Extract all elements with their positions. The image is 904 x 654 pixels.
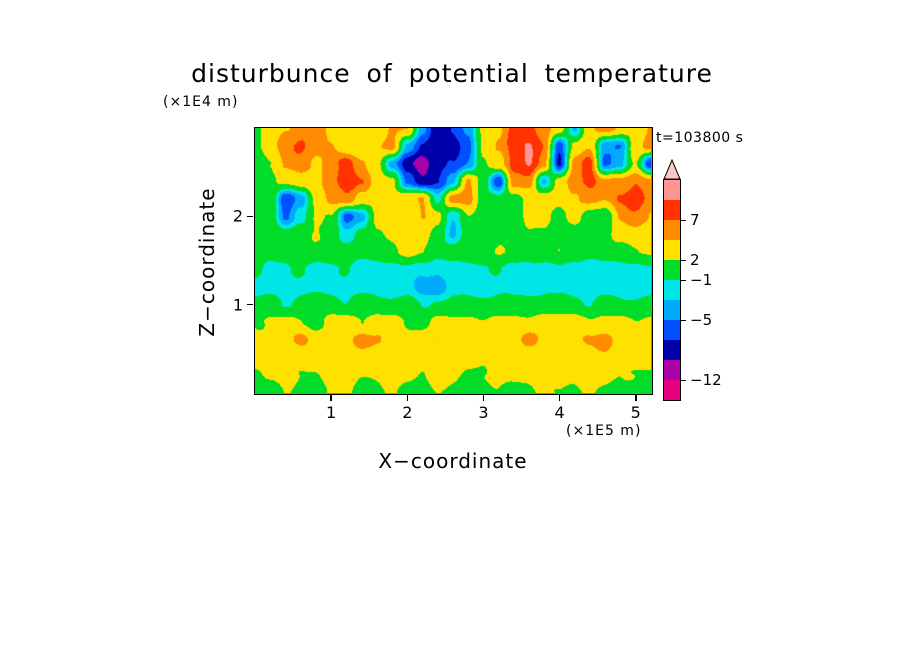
colorbar-segment [664,360,680,380]
colorbar-arrow-icon [663,158,681,180]
x-axis-tick [558,395,561,401]
x-axis-tick-label: 3 [478,403,489,422]
x-axis-tick [330,395,332,401]
x-axis-tick-label: 2 [402,403,413,422]
colorbar-segment [664,180,680,200]
x-axis-unit-label: (×1E5 m) [566,423,642,439]
y-axis-tick [247,215,253,218]
y-axis-tick-label: 1 [232,295,243,315]
x-axis-tick-label: 1 [326,403,337,422]
x-axis-tick-label: 5 [630,403,641,422]
y-axis-title: Z−coordinate [195,187,219,337]
x-axis-tick [406,395,409,401]
x-axis-tick [635,395,637,401]
colorbar-segment [664,340,680,360]
colorbar-label: −1 [690,271,713,289]
colorbar-segment [664,240,680,260]
y-axis-tick-label: 2 [232,206,243,226]
colorbar-label: −12 [690,371,722,389]
colorbar-label: 7 [690,211,700,229]
colorbar-label: −5 [690,311,713,329]
colorbar-tick [681,319,686,321]
time-stamp-label: t=103800 s [656,130,744,146]
colorbar-label: 2 [690,251,700,269]
plot-area [253,126,653,395]
contour-canvas [254,127,651,393]
colorbar-segment [664,200,680,220]
colorbar-segment [664,220,680,240]
x-axis-tick [482,395,485,401]
colorbar-segment [664,380,680,400]
colorbar-tick [681,379,686,381]
x-axis-title: X−coordinate [378,449,528,473]
chart-title: disturbunce of potential temperature [191,59,713,88]
y-axis-unit-label: (×1E4 m) [163,94,239,110]
x-axis-tick-label: 4 [554,403,565,422]
colorbar-segment [664,260,680,280]
colorbar-segment [664,280,680,300]
colorbar-tick [681,279,686,281]
colorbar-tick [681,259,686,261]
colorbar-segment [664,300,680,320]
colorbar-tick [681,219,686,221]
colorbar-segment [664,320,680,340]
y-axis-tick [247,303,253,306]
